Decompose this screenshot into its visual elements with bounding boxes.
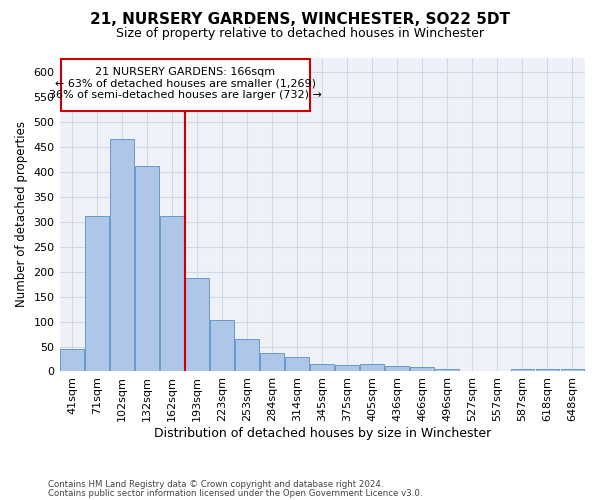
Bar <box>286 356 309 372</box>
Bar <box>260 352 284 372</box>
Text: ← 63% of detached houses are smaller (1,269): ← 63% of detached houses are smaller (1,… <box>55 79 316 89</box>
Bar <box>536 369 559 372</box>
Text: 21 NURSERY GARDENS: 166sqm: 21 NURSERY GARDENS: 166sqm <box>95 67 275 77</box>
Text: Contains public sector information licensed under the Open Government Licence v3: Contains public sector information licen… <box>48 488 422 498</box>
X-axis label: Distribution of detached houses by size in Winchester: Distribution of detached houses by size … <box>154 427 491 440</box>
Bar <box>385 366 409 372</box>
Bar <box>410 368 434 372</box>
Bar <box>361 364 384 372</box>
Y-axis label: Number of detached properties: Number of detached properties <box>15 122 28 308</box>
FancyBboxPatch shape <box>61 59 310 112</box>
Bar <box>235 339 259 372</box>
Text: Contains HM Land Registry data © Crown copyright and database right 2024.: Contains HM Land Registry data © Crown c… <box>48 480 383 489</box>
Bar <box>511 369 535 372</box>
Text: 36% of semi-detached houses are larger (732) →: 36% of semi-detached houses are larger (… <box>49 90 322 100</box>
Text: 21, NURSERY GARDENS, WINCHESTER, SO22 5DT: 21, NURSERY GARDENS, WINCHESTER, SO22 5D… <box>90 12 510 28</box>
Bar <box>560 369 584 372</box>
Bar <box>110 138 134 372</box>
Bar <box>160 216 184 372</box>
Bar <box>310 364 334 372</box>
Bar <box>210 320 234 372</box>
Bar <box>60 348 84 372</box>
Bar <box>335 366 359 372</box>
Bar <box>135 166 159 372</box>
Text: Size of property relative to detached houses in Winchester: Size of property relative to detached ho… <box>116 28 484 40</box>
Bar <box>436 369 459 372</box>
Bar <box>185 278 209 372</box>
Bar <box>85 216 109 372</box>
